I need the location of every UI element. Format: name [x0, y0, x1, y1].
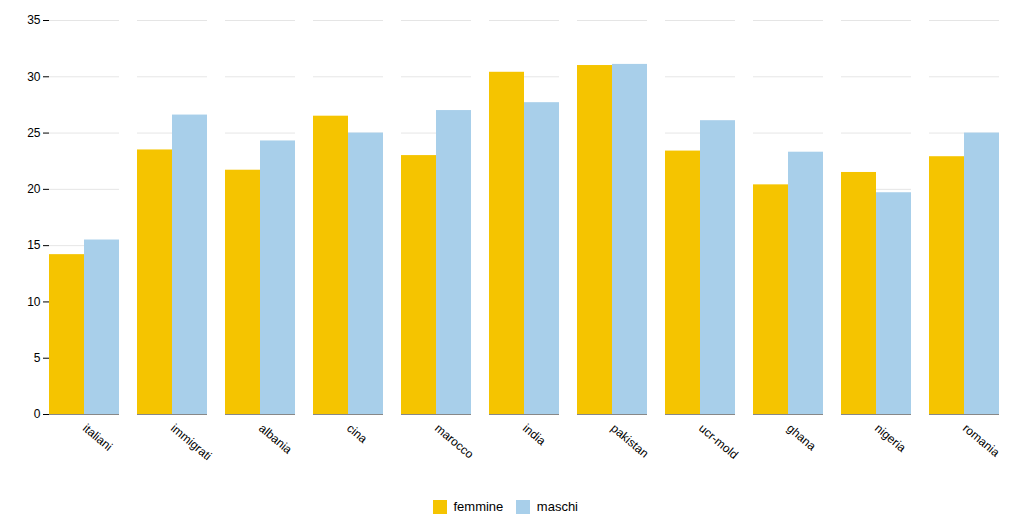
svg-text:ucr-mold: ucr-mold [696, 421, 741, 462]
svg-text:italiani: italiani [80, 421, 115, 454]
svg-text:romania: romania [960, 421, 1002, 460]
svg-text:ghana: ghana [784, 421, 819, 453]
svg-text:immigrati: immigrati [168, 421, 214, 463]
svg-text:10: 10 [27, 295, 41, 309]
svg-text:pakistan: pakistan [608, 421, 651, 460]
svg-text:0: 0 [34, 407, 41, 421]
svg-text:15: 15 [27, 238, 41, 252]
html-text:maschi: maschi [536, 499, 578, 514]
svg-text:35: 35 [27, 13, 41, 27]
svg-text:5: 5 [34, 351, 41, 365]
svg-text:cina: cina [344, 421, 370, 446]
svg-text:25: 25 [27, 126, 41, 140]
svg-text:albania: albania [256, 421, 295, 457]
svg-text:nigeria: nigeria [872, 421, 909, 455]
html-text:femmine: femmine [453, 499, 504, 514]
svg-text:india: india [520, 421, 549, 448]
svg-text:30: 30 [27, 70, 41, 84]
svg-text:20: 20 [27, 182, 41, 196]
svg-text:marocco: marocco [432, 421, 476, 462]
